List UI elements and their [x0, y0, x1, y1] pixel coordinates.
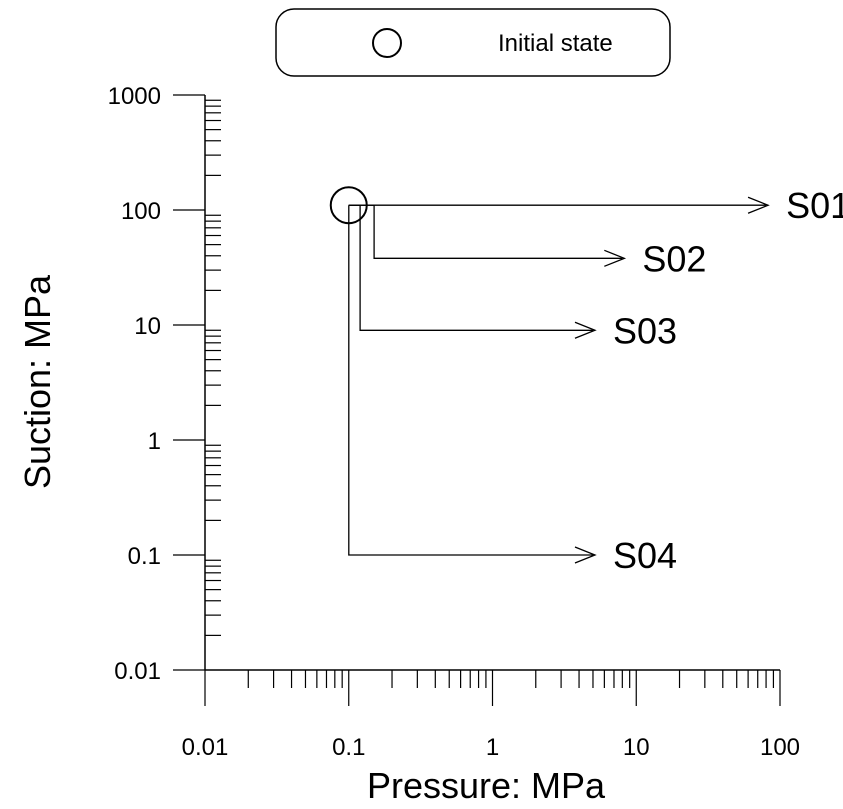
series-label-s04: S04: [613, 535, 677, 576]
x-ticks: [204, 670, 781, 706]
y-tick-label: 1000: [108, 83, 161, 110]
series-arrow-s02: [604, 249, 627, 267]
series-label-s01: S01: [786, 185, 843, 226]
x-axis-label: Pressure: MPa: [367, 765, 606, 806]
initial-state-marker: [329, 186, 368, 225]
y-tick-label: 100: [121, 198, 161, 225]
y-ticks: [173, 94, 221, 671]
series-labels: S01 S02 S03 S04: [613, 185, 843, 576]
y-tick-label: 10: [134, 313, 161, 340]
axes: [204, 95, 780, 671]
legend-marker-initial-state: [372, 28, 402, 58]
series-path-s03: [348, 204, 593, 331]
y-tick-label: 0.01: [114, 658, 161, 685]
legend: Initial state: [275, 8, 671, 77]
series-arrow-s04: [574, 546, 597, 564]
series-lines: [348, 196, 770, 564]
y-tick-labels: 0.01 0.1 1 10 100 1000: [108, 83, 161, 685]
series-arrow-s03: [574, 321, 597, 339]
series-path-s02: [348, 204, 623, 259]
x-tick-label: 100: [760, 734, 800, 761]
legend-box: [275, 8, 671, 77]
x-tick-label: 0.01: [182, 734, 229, 761]
series-arrow-s01: [747, 196, 770, 214]
x-tick-label: 10: [623, 734, 650, 761]
y-tick-label: 0.1: [128, 543, 161, 570]
x-tick-label: 0.1: [332, 734, 365, 761]
x-tick-labels: 0.01 0.1 1 10 100: [182, 734, 800, 761]
series-label-s02: S02: [642, 238, 706, 279]
series-label-s03: S03: [613, 310, 677, 351]
y-axis-label: Suction: MPa: [17, 274, 58, 489]
x-tick-label: 1: [486, 734, 499, 761]
legend-label-initial-state: Initial state: [498, 30, 613, 57]
y-tick-label: 1: [148, 428, 161, 455]
series-path-s04: [348, 205, 593, 556]
